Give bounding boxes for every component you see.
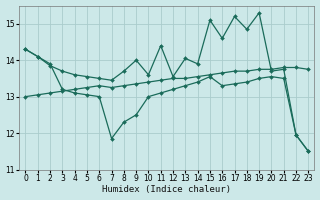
- X-axis label: Humidex (Indice chaleur): Humidex (Indice chaleur): [102, 185, 231, 194]
